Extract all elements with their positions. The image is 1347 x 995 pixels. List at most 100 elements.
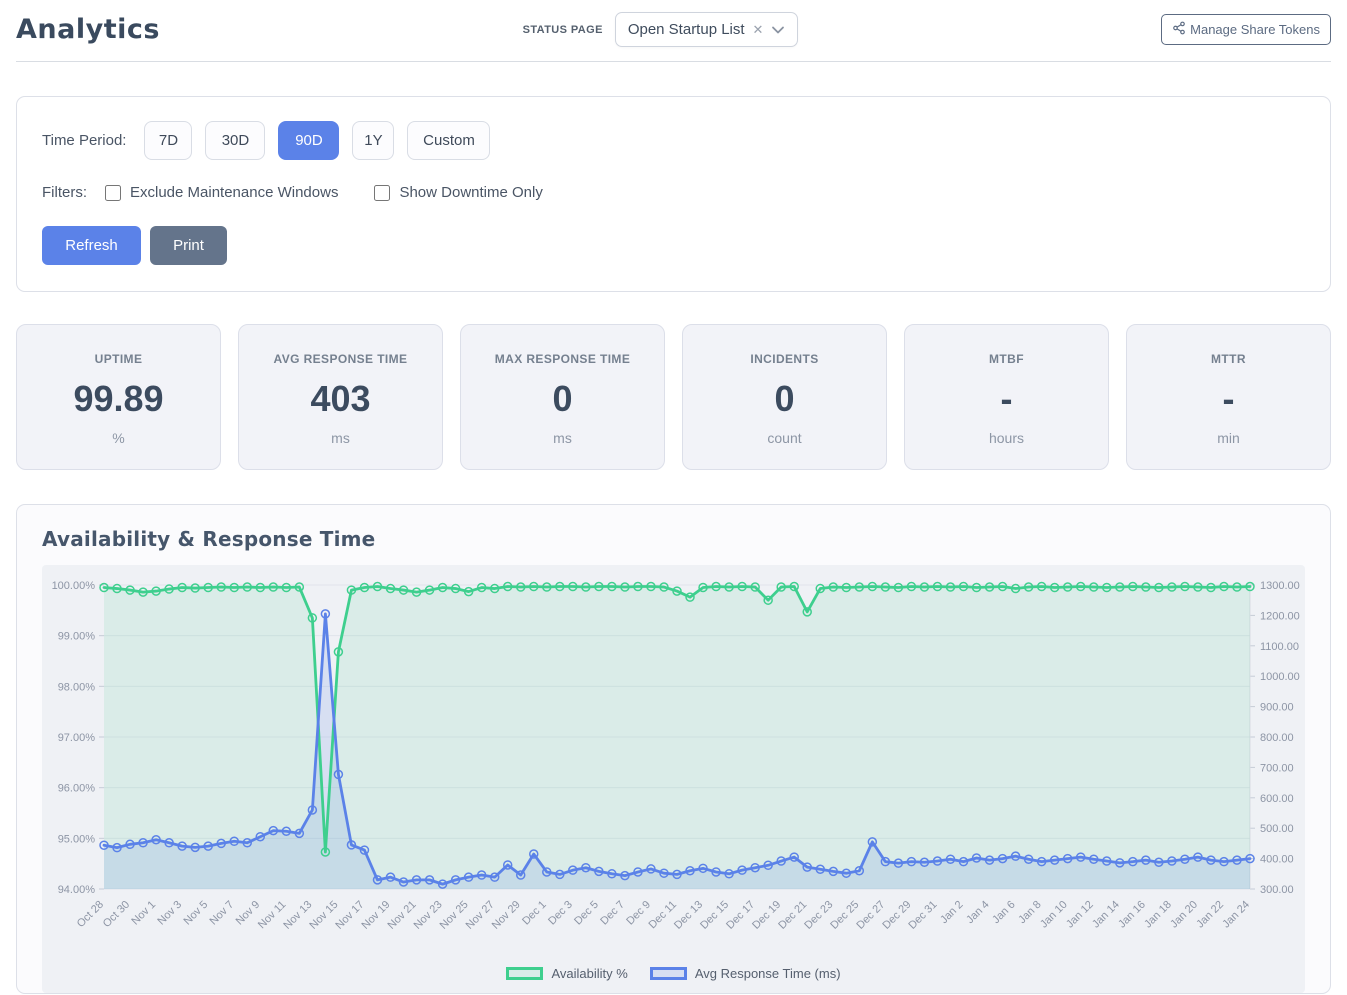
response-marker	[281, 826, 292, 836]
left-axis-label: 94.00%	[58, 884, 96, 896]
time-period-custom-button[interactable]: Custom	[407, 121, 491, 160]
x-axis-label: Jan 16	[1116, 899, 1148, 931]
stat-card-uptime: UPTIME 99.89 %	[16, 324, 221, 470]
x-axis-label: Jan 18	[1142, 899, 1174, 931]
x-axis-label: Nov 23	[412, 899, 445, 932]
time-period-30d-button[interactable]: 30D	[205, 121, 266, 160]
response-marker	[112, 842, 122, 853]
x-axis-label: Jan 2	[938, 899, 966, 927]
response-marker	[685, 866, 695, 876]
time-period-1y-button[interactable]: 1Y	[352, 121, 395, 160]
response-marker	[828, 866, 839, 877]
response-marker	[789, 852, 799, 862]
response-marker	[633, 867, 643, 877]
availability-marker	[971, 582, 982, 593]
x-axis-label: Jan 24	[1220, 899, 1252, 931]
availability-marker	[294, 582, 305, 592]
availability-marker	[515, 582, 526, 592]
x-axis-label: Dec 1	[520, 899, 549, 928]
response-marker	[997, 853, 1008, 864]
exclude-maintenance-label: Exclude Maintenance Windows	[130, 184, 339, 201]
availability-marker	[919, 582, 930, 592]
refresh-button[interactable]: Refresh	[42, 226, 141, 265]
left-axis-label: 100.00%	[52, 580, 96, 592]
filter-panel: Time Period: 7D 30D 90D 1Y Custom Filter…	[16, 96, 1331, 292]
stat-unit: hours	[988, 429, 1025, 446]
stat-label: MTTR	[1211, 352, 1246, 366]
availability-marker	[789, 581, 799, 592]
status-page-select[interactable]: Open Startup List ✕	[614, 12, 799, 47]
response-marker	[971, 853, 982, 863]
x-axis-label: Jan 10	[1038, 899, 1070, 931]
availability-marker	[359, 582, 370, 593]
response-marker	[1154, 857, 1164, 867]
response-marker	[919, 857, 930, 867]
x-axis-label: Nov 1	[129, 899, 158, 928]
response-marker	[672, 869, 682, 880]
availability-marker	[398, 585, 409, 595]
right-axis-label: 1100.00	[1260, 641, 1299, 653]
x-axis-label: Nov 21	[386, 899, 419, 932]
x-axis-label: Jan 6	[990, 899, 1018, 927]
availability-marker	[1128, 581, 1138, 592]
response-marker	[437, 879, 448, 889]
availability-marker	[320, 847, 331, 857]
filters-row: Filters: Exclude Maintenance Windows Sho…	[42, 184, 1305, 201]
response-marker	[151, 835, 161, 845]
stat-card-max-response: MAX RESPONSE TIME 0 ms	[460, 324, 665, 470]
availability-marker	[1049, 582, 1060, 593]
availability-response-chart: 94.00% 95.00% 96.00% 97.00% 98.00% 99.00% 100.…	[52, 580, 1300, 932]
x-axis-label: Dec 19	[750, 899, 783, 932]
availability-marker	[151, 586, 161, 596]
right-axis-label: 700.00	[1260, 762, 1294, 774]
exclude-maintenance-checkbox[interactable]	[105, 184, 121, 201]
x-axis-label: Nov 13	[281, 899, 314, 932]
response-marker	[646, 864, 656, 874]
stat-unit: ms	[331, 429, 350, 446]
availability-marker	[333, 647, 344, 657]
availability-marker	[463, 586, 474, 597]
legend-item[interactable]: Avg Response Time (ms)	[649, 966, 841, 981]
right-axis-label: 1000.00	[1260, 671, 1300, 683]
availability-marker	[750, 582, 760, 592]
availability-marker	[711, 581, 721, 592]
availability-marker	[255, 582, 266, 593]
response-marker	[893, 858, 904, 868]
availability-marker	[502, 581, 513, 592]
x-axis-label: Dec 5	[572, 899, 601, 928]
actions-row: Refresh Print	[42, 226, 1305, 265]
response-marker	[750, 862, 760, 873]
x-axis-label: Nov 15	[307, 899, 340, 932]
left-axis-label: 99.00%	[58, 631, 96, 643]
availability-marker	[724, 582, 734, 592]
availability-marker	[841, 582, 852, 593]
time-period-90d-button[interactable]: 90D	[278, 121, 340, 160]
response-marker	[1062, 853, 1073, 864]
availability-marker	[685, 592, 695, 602]
x-axis-label: Dec 27	[854, 899, 887, 932]
stat-value: 0	[774, 378, 795, 419]
chart-canvas[interactable]: 94.00% 95.00% 96.00% 97.00% 98.00% 99.00% 100.…	[42, 565, 1305, 993]
x-axis-label: Nov 5	[181, 899, 210, 928]
legend-item[interactable]: Availability %	[506, 966, 628, 981]
availability-marker	[1167, 582, 1177, 592]
response-marker	[1232, 855, 1242, 865]
show-downtime-checkbox[interactable]	[374, 184, 391, 201]
left-axis-label: 96.00%	[58, 783, 96, 795]
clear-selection-icon[interactable]: ✕	[752, 21, 764, 37]
availability-marker	[1206, 582, 1216, 593]
print-button[interactable]: Print	[150, 226, 227, 265]
x-axis-label: Jan 22	[1194, 899, 1226, 931]
stat-card-mttr: MTTR - min	[1126, 324, 1331, 470]
response-marker	[1128, 856, 1138, 867]
manage-share-tokens-button[interactable]: Manage Share Tokens	[1161, 14, 1331, 45]
x-axis-label: Oct 28	[75, 899, 106, 930]
stat-value: 403	[310, 378, 371, 419]
chevron-down-icon[interactable]	[771, 25, 785, 35]
availability-marker	[164, 584, 174, 594]
time-period-7d-button[interactable]: 7D	[144, 121, 193, 160]
exclude-maintenance-group: Exclude Maintenance Windows	[105, 184, 338, 201]
availability-marker	[411, 587, 422, 597]
response-marker	[659, 868, 669, 878]
x-axis-label: Jan 12	[1064, 899, 1096, 931]
